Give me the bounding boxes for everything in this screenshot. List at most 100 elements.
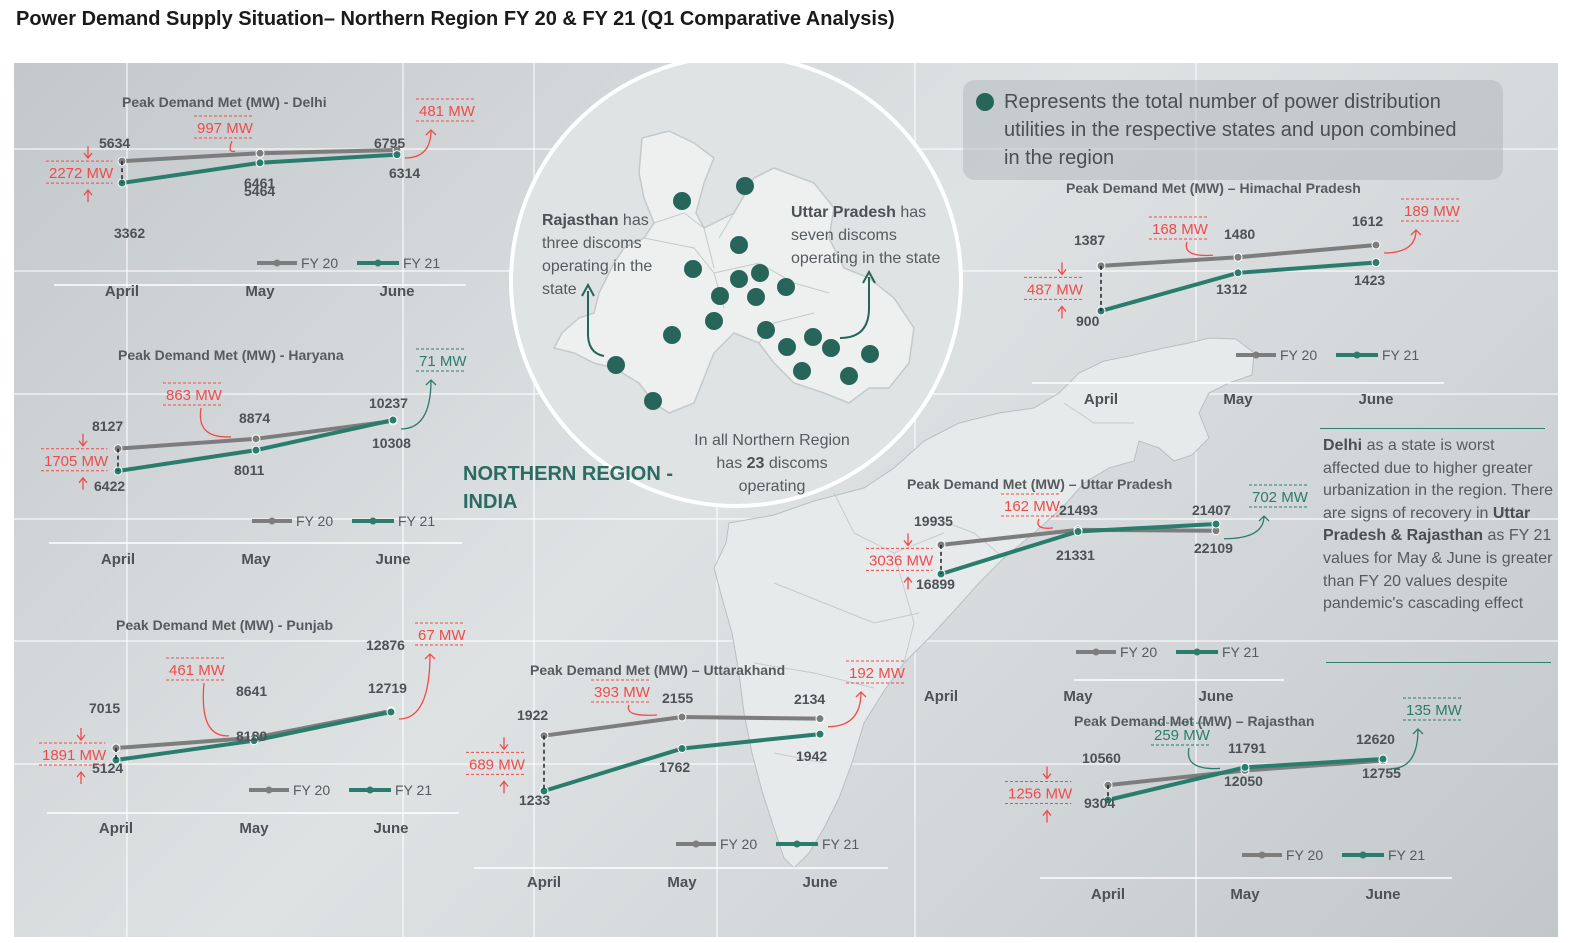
may-gap-arrow	[1037, 518, 1054, 529]
april-gap-arrow-down	[1057, 262, 1067, 276]
chart-6: 10560 11791 12620 9304 12050 12755 April May Jun…	[1005, 697, 1463, 903]
fy21-value-label: 5464	[244, 183, 275, 199]
april-gap-arrow-down	[903, 533, 913, 547]
fy21-point	[677, 744, 687, 754]
april-gap-label: 689 MW	[469, 756, 526, 773]
rajasthan-arrow-head	[581, 282, 595, 297]
april-gap-arrow-up	[903, 576, 913, 590]
april-gap-arrow-down	[78, 433, 88, 447]
fy20-value-label: 8641	[236, 683, 267, 699]
chart-title: Peak Demand Met (MW) - Haryana	[118, 347, 344, 363]
fy20-value-label: 21493	[1059, 502, 1098, 518]
x-tick-label: May	[1230, 886, 1260, 903]
fy20-value-label: 10560	[1082, 750, 1121, 766]
legend-fy20-label: FY 20	[301, 255, 338, 271]
fy20-value-label: 1612	[1352, 213, 1383, 229]
chart-4: 1387 1480 1612 900 1312 1423 April May June FY 20…	[1024, 198, 1461, 408]
april-gap-arrow-down	[83, 146, 93, 160]
may-gap-arrow	[199, 407, 232, 438]
fy20-value-label: 12620	[1356, 731, 1395, 747]
fy20-point	[677, 712, 687, 722]
fy21-value-label: 16899	[916, 576, 955, 592]
may-gap-arrow	[229, 140, 236, 153]
discom-dots	[607, 177, 879, 410]
fy21-value-label: 8180	[236, 728, 267, 744]
june-gap-arrow-head	[425, 379, 437, 386]
legend-fy21-label: FY 21	[1388, 847, 1425, 863]
fy21-point	[1073, 526, 1083, 536]
x-tick-label: June	[375, 551, 410, 568]
april-gap-arrow-up	[1057, 305, 1067, 319]
june-gap-label: 71 MW	[419, 353, 467, 370]
legend-fy20-label: FY 20	[720, 836, 757, 852]
fy20-value-label: 2134	[794, 691, 825, 707]
up-arrow-head	[862, 269, 876, 284]
legend-fy20-marker	[265, 786, 273, 794]
x-tick-label: June	[1358, 391, 1393, 408]
legend-fy21-marker	[369, 517, 377, 525]
rajasthan-arrow	[586, 291, 605, 357]
legend-fy21-label: FY 21	[1222, 644, 1259, 660]
discom-dot-icon	[976, 93, 994, 111]
india-outline	[713, 337, 1255, 869]
april-gap-arrow-up	[1042, 809, 1052, 823]
discom-dot	[711, 287, 729, 305]
june-gap-label: 67 MW	[418, 627, 466, 644]
fy21-value-label: 5124	[92, 760, 123, 776]
x-tick-label: April	[1091, 886, 1125, 903]
fy21-point	[251, 445, 261, 455]
june-gap-arrow	[400, 379, 432, 430]
discom-dot	[840, 367, 858, 385]
fy20-value-label: 5634	[99, 135, 130, 151]
fy21-point	[249, 736, 259, 746]
fy21-value-label: 12755	[1362, 765, 1401, 781]
april-gap-label: 1891 MW	[42, 747, 107, 764]
fy20-value-label: 21407	[1192, 502, 1231, 518]
discom-dot	[730, 270, 748, 288]
chart-title: Peak Demand Met (MW) - Delhi	[122, 94, 327, 110]
june-gap-label: 189 MW	[1404, 203, 1461, 220]
legend-fy20-label: FY 20	[1286, 847, 1323, 863]
legend-note: Represents the total number of power dis…	[1004, 91, 1457, 169]
legend-fy20-label: FY 20	[1280, 347, 1317, 363]
chart-1: 8127 8874 10237 6422 8011 10308 April May June FY…	[41, 348, 467, 568]
legend-fy21-label: FY 21	[403, 255, 440, 271]
fy20-value-label: 1387	[1074, 232, 1105, 248]
fy20-point	[255, 148, 265, 158]
x-tick-label: April	[99, 820, 133, 837]
fy21-point	[1240, 762, 1250, 772]
grid-line	[1195, 63, 1197, 937]
chart-0: 5634 6461 6795 3362 5464 6314 April May June FY 2…	[46, 98, 476, 300]
fy21-value-label: 8011	[234, 462, 265, 478]
legend-fy21-label: FY 21	[822, 836, 859, 852]
chart-title: Peak Demand Met (MW) – Uttar Pradesh	[907, 476, 1173, 492]
may-gap-label: 168 MW	[1152, 221, 1209, 238]
discom-dot	[861, 345, 879, 363]
x-tick-label: April	[1084, 391, 1118, 408]
fy21-value-label: 9304	[1084, 795, 1115, 811]
may-gap-label: 997 MW	[197, 120, 254, 137]
fy20-value-label: 19935	[914, 513, 953, 529]
may-gap-label: 162 MW	[1004, 498, 1061, 515]
fy21-value-label: 12719	[368, 680, 407, 696]
fy21-point	[386, 707, 396, 717]
may-gap-label: 259 MW	[1154, 727, 1211, 744]
fy21-point	[1378, 754, 1388, 764]
rajasthan-note-name: Rajasthan	[542, 212, 619, 229]
legend-fy20-marker	[692, 840, 700, 848]
legend-fy20-marker	[268, 517, 276, 525]
fy21-value-label: 1233	[519, 792, 550, 808]
insight-divider	[1326, 662, 1551, 663]
june-gap-arrow-head	[424, 653, 436, 660]
discom-dot	[607, 356, 625, 374]
april-gap-arrow-up	[499, 780, 509, 794]
charts-svg: 5634 6461 6795 3362 5464 6314 April May June FY 2…	[39, 98, 1463, 903]
may-gap-label: 461 MW	[169, 662, 226, 679]
chart-title: Peak Demand Met (MW) – Rajasthan	[1074, 713, 1315, 729]
discom-dot	[663, 326, 681, 344]
chart-3: 1922 2155 2134 1233 1762 1942 April May June FY 2…	[466, 660, 906, 891]
may-gap-arrow	[627, 704, 658, 716]
june-gap-arrow	[1223, 515, 1265, 540]
page-title: Power Demand Supply Situation– Northern …	[16, 8, 895, 30]
fy21-value-label: 6422	[94, 478, 125, 494]
